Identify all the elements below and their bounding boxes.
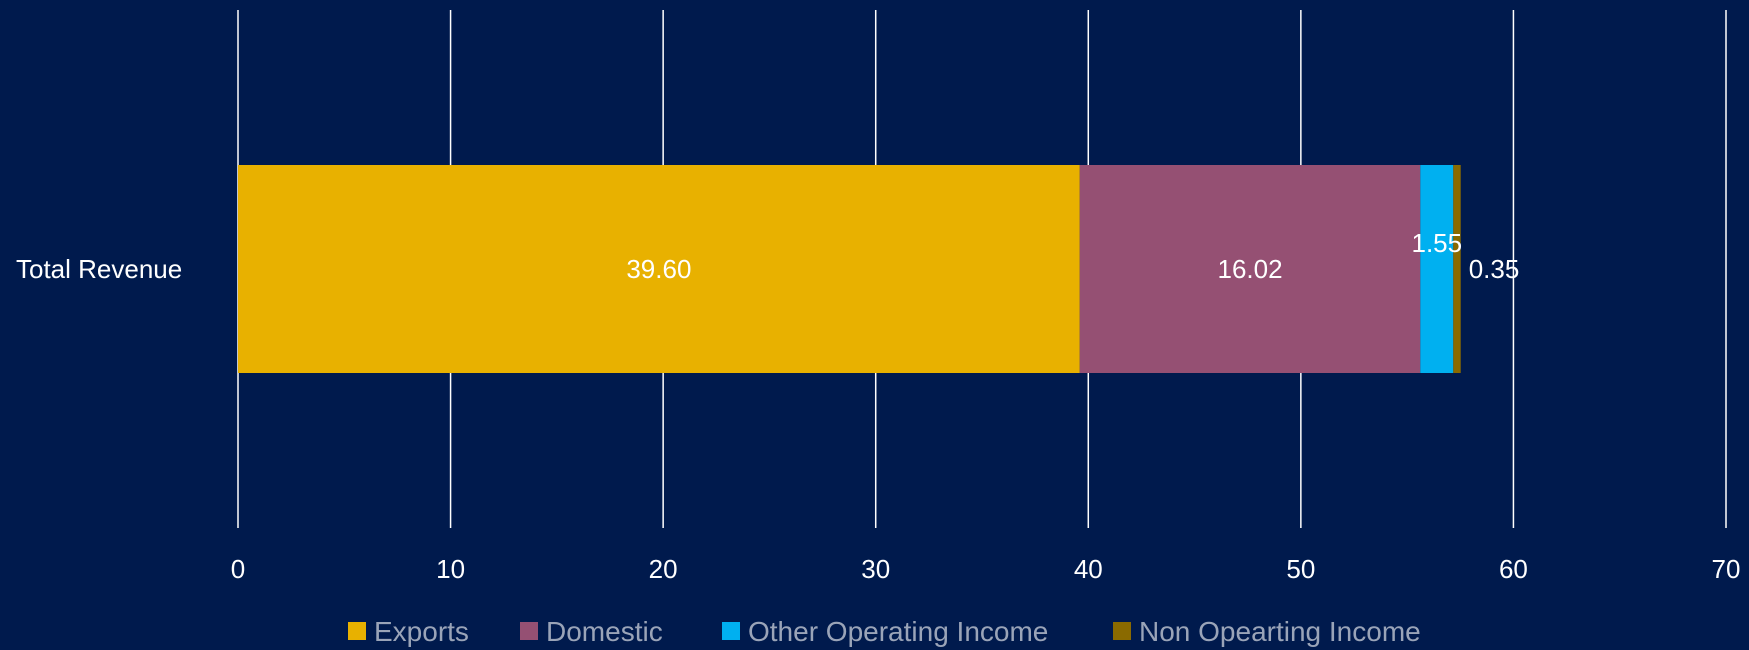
x-tick-label-40: 40 <box>1074 554 1103 584</box>
x-tick-label-30: 30 <box>861 554 890 584</box>
category-labels: Total Revenue <box>16 254 182 284</box>
x-tick-label-50: 50 <box>1286 554 1315 584</box>
x-tick-label-0: 0 <box>231 554 245 584</box>
category-label-0: Total Revenue <box>16 254 182 284</box>
legend-swatch-exports <box>348 622 366 640</box>
x-tick-label-70: 70 <box>1712 554 1741 584</box>
legend-label-non-opearting-income: Non Opearting Income <box>1139 616 1421 647</box>
x-tick-label-10: 10 <box>436 554 465 584</box>
x-tick-labels: 0 10 20 30 40 50 60 70 <box>231 554 1741 584</box>
legend-swatch-domestic <box>520 622 538 640</box>
bars <box>238 165 1461 373</box>
bar-segment-domestic <box>1079 165 1421 373</box>
legend-label-domestic: Domestic <box>546 616 663 647</box>
x-tick-label-20: 20 <box>649 554 678 584</box>
legend-swatch-non-opearting-income <box>1113 622 1131 640</box>
data-label-exports: 39.60 <box>626 254 691 284</box>
bar-segment-non-opearting-income <box>1453 165 1461 373</box>
data-label-domestic: 16.02 <box>1218 254 1283 284</box>
bar-segment-exports <box>238 165 1080 373</box>
legend-label-exports: Exports <box>374 616 469 647</box>
x-tick-label-60: 60 <box>1499 554 1528 584</box>
data-label-non-opearting-income: 0.35 <box>1469 254 1520 284</box>
legend-label-other-operating-income: Other Operating Income <box>748 616 1048 647</box>
data-labels: 39.60 16.02 1.550.35 <box>626 228 1519 284</box>
bar-segment-other-operating-income <box>1420 165 1454 373</box>
legend-swatch-other-operating-income <box>722 622 740 640</box>
data-label-other-operating-income: 1.55 <box>1411 228 1462 258</box>
legend: Exports Domestic Other Operating Income Non… <box>348 616 1421 647</box>
